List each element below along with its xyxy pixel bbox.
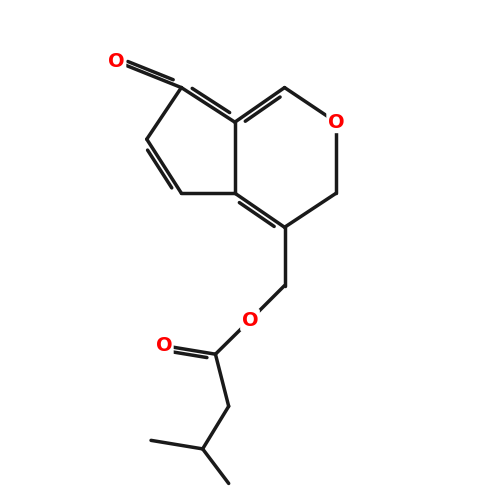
Text: O: O (156, 336, 172, 355)
Text: O: O (242, 310, 258, 330)
Text: O: O (328, 112, 344, 132)
Text: O: O (108, 52, 125, 71)
